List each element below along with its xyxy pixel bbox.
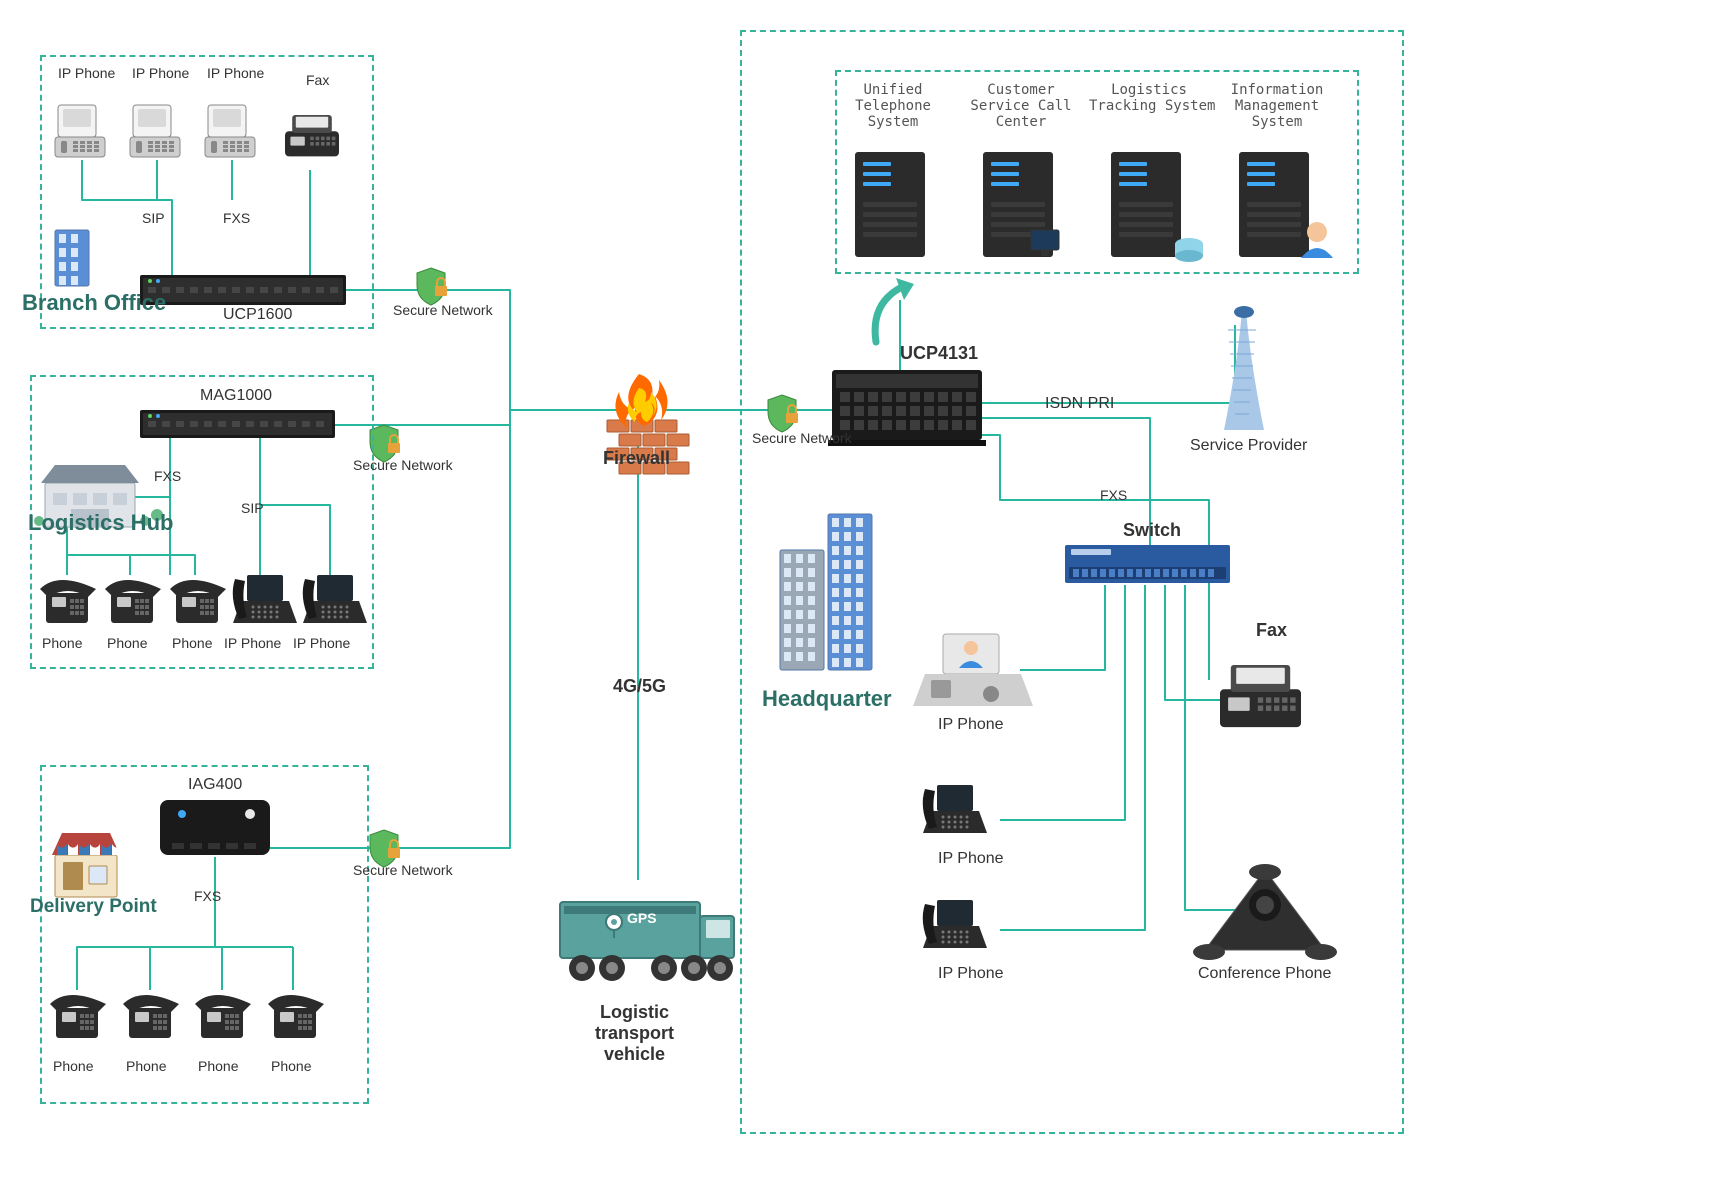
label-service-provider: Service Provider [1190, 437, 1307, 455]
label-ipphone: IP Phone [132, 65, 189, 81]
label-ipphone: IP Phone [938, 716, 1004, 734]
zone-title-hub: Logistics Hub [28, 510, 173, 536]
label-fax: Fax [1256, 620, 1287, 641]
label-ipphone: IP Phone [293, 635, 350, 651]
label-ipphone: IP Phone [938, 850, 1004, 868]
server-label: Information Management System [1217, 82, 1337, 130]
label-secure-network: Secure Network [393, 302, 493, 318]
label-firewall: Firewall [603, 448, 670, 469]
label-sip: SIP [142, 210, 165, 226]
label-mag1000: MAG1000 [200, 387, 272, 405]
label-phone: Phone [126, 1058, 166, 1074]
label-fxs: FXS [194, 888, 221, 904]
label-switch: Switch [1123, 520, 1181, 541]
label-phone: Phone [42, 635, 82, 651]
zone-title-branch: Branch Office [22, 290, 166, 316]
label-ipphone: IP Phone [224, 635, 281, 651]
label-4g5g: 4G/5G [613, 676, 666, 697]
label-phone: Phone [172, 635, 212, 651]
label-gps: GPS [627, 910, 657, 926]
label-secure-network: Secure Network [353, 457, 453, 473]
label-secure-network: Secure Network [752, 430, 852, 446]
label-fxs: FXS [1100, 487, 1127, 503]
zone-branch-office [40, 55, 374, 329]
label-isdn-pri: ISDN PRI [1045, 395, 1114, 413]
diagram-stage: Branch Office IP Phone IP Phone IP Phone… [0, 0, 1727, 1186]
label-secure-network: Secure Network [353, 862, 453, 878]
zone-title-delivery: Delivery Point [30, 896, 157, 918]
label-fxs: FXS [154, 468, 181, 484]
label-phone: Phone [53, 1058, 93, 1074]
label-phone: Phone [198, 1058, 238, 1074]
label-ipphone: IP Phone [207, 65, 264, 81]
label-vehicle: Logistic transport vehicle [595, 1002, 674, 1065]
label-sip: SIP [241, 500, 264, 516]
server-label: Unified Telephone System [833, 82, 953, 130]
zone-title-hq: Headquarter [762, 686, 892, 712]
label-iag400: IAG400 [188, 776, 242, 794]
label-fxs: FXS [223, 210, 250, 226]
label-ipphone: IP Phone [58, 65, 115, 81]
label-ucp4131: UCP4131 [900, 343, 978, 364]
zone-delivery-point [40, 765, 369, 1104]
label-ipphone: IP Phone [938, 965, 1004, 983]
label-ucp1600: UCP1600 [223, 306, 292, 324]
label-phone: Phone [271, 1058, 311, 1074]
server-label: Logistics Tracking System [1089, 82, 1209, 114]
label-fax: Fax [306, 72, 329, 88]
label-phone: Phone [107, 635, 147, 651]
label-conference-phone: Conference Phone [1198, 965, 1331, 983]
server-label: Customer Service Call Center [961, 82, 1081, 130]
